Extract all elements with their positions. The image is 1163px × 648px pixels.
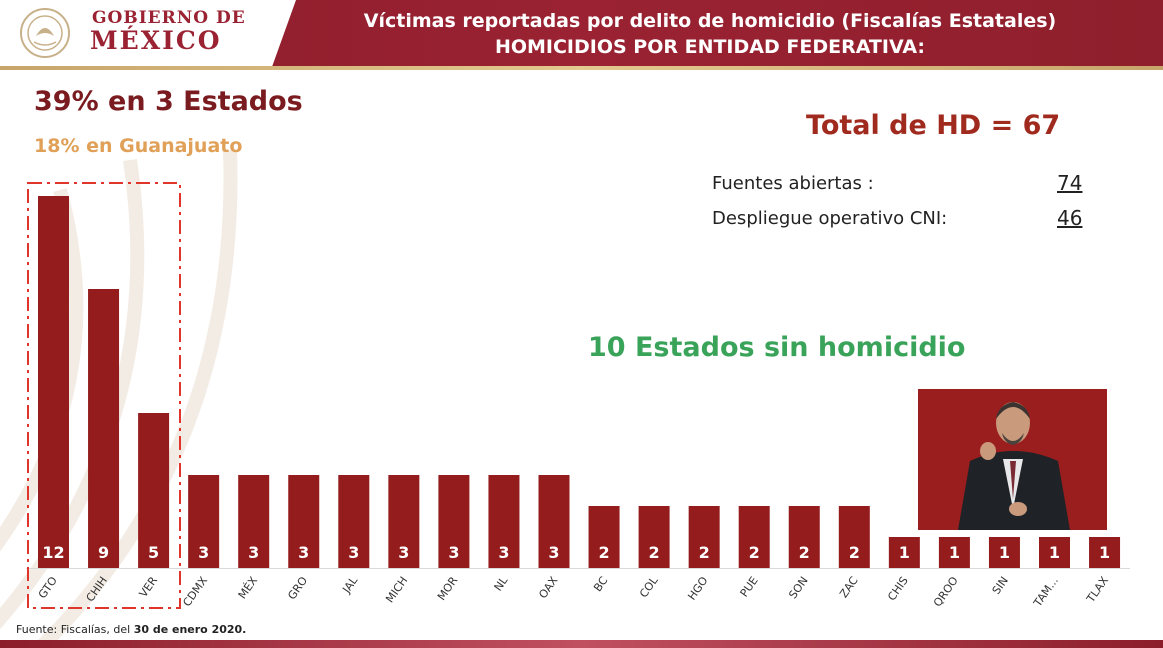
bar-value-label: 1 [1049, 543, 1060, 562]
x-tick-label: QROO [931, 574, 961, 609]
bar-jal [338, 475, 370, 568]
x-tick-label: TAM... [1031, 574, 1061, 610]
bar-gto [38, 196, 69, 568]
x-tick-label: MOR [435, 574, 461, 603]
bar-tlax [1089, 537, 1121, 568]
footnote-source: Fuente: Fiscalías, del [16, 623, 134, 636]
bar-chih [88, 289, 120, 568]
source-label-cni: Despliegue operativo CNI: [712, 208, 948, 229]
x-tick-label: OAX [536, 574, 560, 601]
bar-value-label: 2 [799, 543, 810, 562]
bar-value-label: 2 [749, 543, 760, 562]
x-tick-label: COL [637, 574, 661, 601]
bar-méx [238, 475, 270, 568]
source-value-cni: 46 [1057, 206, 1083, 230]
bar-value-label: 1 [899, 543, 910, 562]
source-value-open: 74 [1057, 171, 1083, 195]
x-tick-label: TLAX [1084, 574, 1112, 606]
logo-text-mexico: MÉXICO [90, 26, 222, 55]
bar-bc [588, 506, 620, 568]
footnote: Fuente: Fiscalías, del 30 de enero 2020. [16, 623, 246, 636]
coat-of-arms-icon [20, 8, 70, 58]
bar-col [638, 506, 670, 568]
bar-value-label: 3 [498, 543, 509, 562]
bar-value-label: 5 [148, 543, 159, 562]
bar-mor [438, 475, 470, 568]
header-bar: GOBIERNO DE MÉXICO Víctimas reportadas p… [0, 0, 1163, 66]
bar-tam... [1039, 537, 1070, 568]
bottom-strip [0, 640, 1163, 648]
footnote-date: 30 de enero 2020. [133, 623, 247, 636]
bar-qroo [938, 537, 970, 568]
bar-value-label: 9 [98, 543, 109, 562]
bar-value-label: 2 [849, 543, 860, 562]
total-homicides: Total de HD = 67 [806, 110, 1061, 141]
bar-mich [388, 475, 420, 568]
bar-gro [288, 475, 320, 568]
page-title: Víctimas reportadas por delito de homici… [363, 10, 1057, 32]
bar-hgo [688, 506, 720, 568]
headline-top-states: 39% en 3 Estados [34, 86, 303, 117]
highlight-box-top3 [27, 182, 181, 609]
video-inset [918, 389, 1107, 530]
bar-pue [738, 506, 770, 568]
bar-nl [488, 475, 520, 568]
bar-value-label: 3 [548, 543, 559, 562]
x-tick-label: PUE [738, 574, 761, 599]
logo-text-gobierno: GOBIERNO DE [92, 8, 246, 28]
headline-guanajuato: 18% en Guanajuato [34, 135, 243, 157]
bar-sin [988, 537, 1020, 568]
bar-son [788, 506, 820, 568]
bar-value-label: 3 [348, 543, 359, 562]
x-tick-label: NL [492, 574, 511, 594]
presenter-image [918, 389, 1107, 530]
bar-value-label: 2 [649, 543, 660, 562]
bar-zac [838, 506, 870, 568]
bar-value-label: 1 [999, 543, 1010, 562]
logo: GOBIERNO DE MÉXICO [0, 0, 296, 66]
bar-value-label: 1 [949, 543, 960, 562]
bar-value-label: 3 [448, 543, 459, 562]
bar-value-label: 3 [198, 543, 209, 562]
x-tick-label: GRO [285, 574, 310, 602]
x-tick-label: BC [591, 574, 610, 594]
x-tick-label: CDMX [180, 574, 210, 609]
page-subtitle: HOMICIDIOS POR ENTIDAD FEDERATIVA: [494, 36, 926, 58]
header-divider [0, 66, 1163, 70]
x-tick-label: ZAC [837, 574, 861, 600]
x-tick-label: MÉX [236, 574, 261, 601]
source-label-open: Fuentes abiertas : [712, 173, 874, 194]
bar-value-label: 2 [699, 543, 710, 562]
bar-value-label: 3 [248, 543, 259, 562]
x-tick-label: SIN [990, 574, 1011, 597]
x-tick-label: JAL [339, 574, 360, 597]
bar-value-label: 3 [398, 543, 409, 562]
x-tick-label: MICH [383, 574, 410, 605]
x-tick-label: VER [137, 574, 161, 600]
bar-chis [888, 537, 920, 568]
bar-value-label: 12 [42, 543, 64, 562]
states-without-homicide: 10 Estados sin homicidio [588, 332, 966, 363]
x-tick-label: HGO [685, 574, 710, 603]
bar-value-label: 1 [1099, 543, 1110, 562]
x-tick-label: CHIH [84, 574, 110, 604]
x-tick-label: SON [786, 574, 810, 601]
x-tick-label: CHIS [885, 574, 911, 603]
bar-value-label: 2 [598, 543, 609, 562]
bar-cdmx [188, 475, 220, 568]
bar-value-label: 3 [298, 543, 309, 562]
bar-oax [538, 475, 570, 568]
x-tick-label: GTO [36, 574, 60, 601]
bar-ver [138, 413, 170, 568]
